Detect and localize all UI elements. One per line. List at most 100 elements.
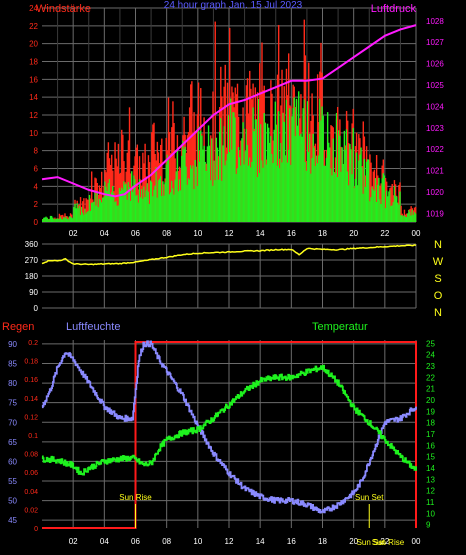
wind-average-bar: [401, 215, 403, 222]
wind-average-bar: [178, 179, 181, 222]
wind-average-bar: [144, 197, 146, 222]
temperature-tick-label: 23: [426, 362, 435, 371]
wind-average-bar: [207, 125, 210, 222]
wind-average-bar: [253, 131, 255, 222]
wind-average-bar: [134, 179, 136, 222]
wind-average-bar: [259, 172, 261, 222]
wind-average-bar: [76, 203, 78, 222]
wind-gust-bar: [168, 132, 171, 222]
wind-average-bar: [94, 192, 96, 222]
wind-average-bar: [279, 168, 281, 222]
temperature-tick-label: 19: [426, 407, 435, 416]
wind-average-bar: [361, 167, 363, 222]
wind-average-bar: [363, 158, 366, 222]
wind-gust-bar: [331, 126, 333, 222]
wind-average-bar: [203, 145, 205, 222]
climate-x-tick-label: 20: [349, 537, 358, 546]
wind-gust-bar: [161, 138, 163, 222]
wind-average-bar: [313, 147, 316, 222]
wind-gust-bar: [375, 155, 378, 222]
wind-gust-bar: [287, 53, 290, 222]
wind-average-bar: [234, 117, 236, 222]
wind-average-bar: [119, 190, 122, 222]
wind-gust-bar: [64, 213, 66, 222]
wind-average-bar: [143, 186, 145, 222]
wind-average-bar: [404, 216, 407, 222]
wind-tick-label: 18: [29, 58, 38, 67]
wind-average-bar: [250, 167, 252, 222]
wind-average-bar: [263, 113, 265, 222]
wind-gust-bar: [380, 183, 382, 222]
wind-average-bar: [50, 215, 53, 222]
wind-average-bar: [206, 146, 209, 222]
wind-gust-bar: [86, 199, 88, 222]
wind-average-bar: [350, 149, 352, 222]
pressure-tick-label: 1024: [426, 102, 444, 111]
wind-average-bar: [303, 99, 305, 222]
wind-gust-bar: [400, 205, 402, 222]
wind-average-bar: [319, 98, 321, 222]
wind-gust-bar: [126, 152, 129, 222]
wind-average-bar: [326, 112, 329, 222]
wind-x-tick-label: 22: [380, 229, 389, 238]
wind-average-bar: [201, 135, 203, 222]
wind-gust-bar: [171, 127, 173, 222]
wind-average-bar: [249, 157, 251, 222]
wind-gust-bar: [90, 171, 93, 222]
humidity-tick-label: 55: [8, 477, 17, 486]
wind-average-bar: [87, 211, 90, 222]
rain-tick-label: 0.14: [24, 396, 38, 403]
wind-average-bar: [42, 219, 44, 222]
wind-x-tick-label: 10: [193, 229, 202, 238]
wind-average-bar: [254, 119, 257, 222]
wind-tick-label: 0: [34, 218, 39, 227]
wind-average-bar: [202, 149, 204, 222]
wind-tick-label: 24: [29, 4, 38, 13]
wind-average-bar: [48, 219, 51, 222]
wind-average-bar: [293, 97, 295, 222]
wind-average-bar: [58, 218, 61, 222]
wind-gust-bar: [147, 155, 150, 222]
wind-average-bar: [137, 202, 140, 222]
pressure-tick-label: 1026: [426, 60, 444, 69]
rain-line: [42, 341, 417, 529]
wind-x-tick-label: 02: [69, 229, 78, 238]
wind-gust-bar: [79, 197, 82, 222]
wind-average-bar: [379, 199, 381, 222]
wind-average-bar: [300, 133, 302, 222]
wind-average-bar: [154, 185, 156, 222]
wind-average-bar: [403, 215, 406, 222]
wind-average-bar: [57, 218, 59, 222]
sun-annotation: Sun Set: [355, 493, 384, 502]
wind-gust-bar: [148, 162, 151, 222]
wind-average-bar: [217, 179, 220, 222]
wind-gust-bar: [370, 162, 372, 222]
wind-average-bar: [274, 101, 277, 222]
wind-average-bar: [149, 180, 152, 222]
wind-gust-bar: [111, 154, 113, 222]
wind-average-bar: [295, 98, 298, 222]
wind-average-bar: [321, 106, 323, 222]
wind-average-bar: [315, 155, 318, 222]
wind-average-bar: [325, 157, 328, 222]
wind-x-tick-label: 04: [100, 229, 109, 238]
wind-average-bar: [235, 173, 238, 222]
wind-average-bar: [341, 147, 343, 222]
wind-average-bar: [314, 165, 317, 222]
wind-gust-bar: [172, 101, 174, 222]
wind-average-bar: [385, 190, 388, 222]
wind-average-bar: [157, 180, 160, 222]
wind-average-bar: [216, 147, 219, 222]
wind-gust-bar: [89, 198, 92, 222]
wind-average-bar: [360, 147, 362, 222]
wind-average-bar: [54, 218, 56, 222]
wind-gust-bar: [391, 183, 393, 222]
wind-average-bar: [139, 197, 142, 222]
wind-average-bar: [86, 211, 88, 222]
wind-average-bar: [89, 210, 92, 222]
wind-average-bar: [229, 152, 231, 222]
wind-average-bar: [400, 215, 402, 222]
wind-average-bar: [108, 179, 111, 222]
wind-average-bar: [252, 107, 254, 222]
pressure-tick-label: 1021: [426, 167, 444, 176]
